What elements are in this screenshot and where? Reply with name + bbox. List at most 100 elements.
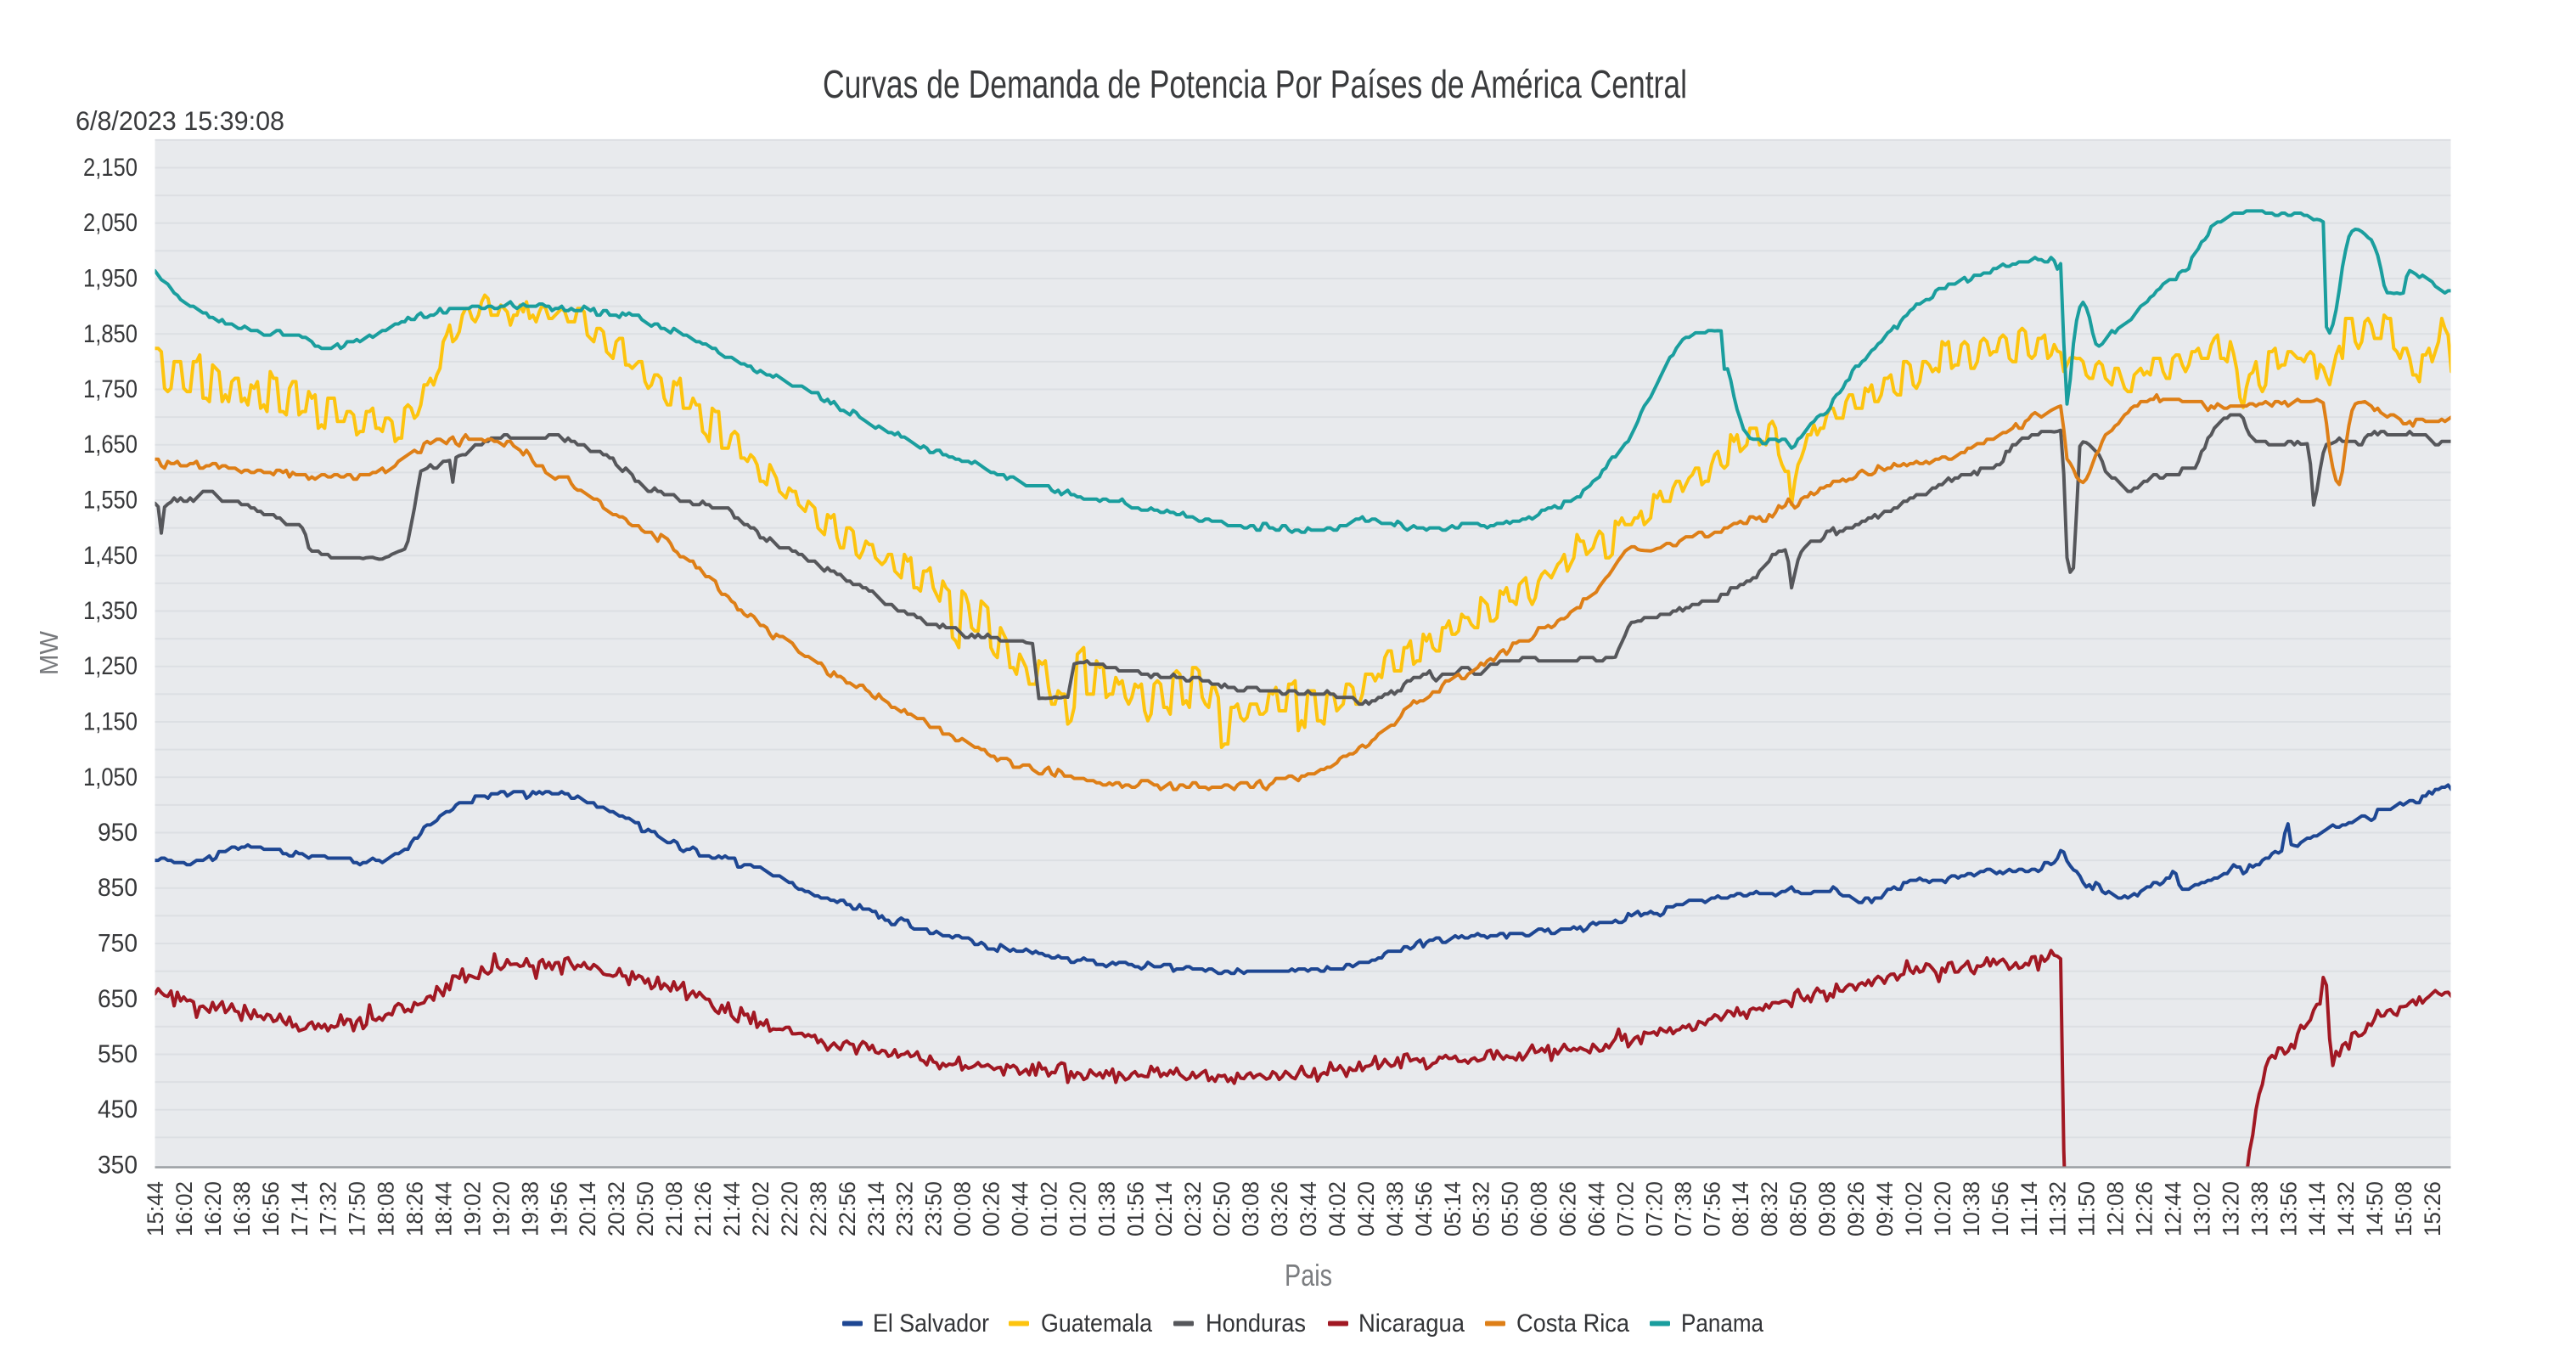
svg-text:10:56: 10:56	[1988, 1181, 2013, 1236]
svg-text:04:02: 04:02	[1325, 1181, 1350, 1236]
svg-text:01:38: 01:38	[1094, 1181, 1119, 1236]
svg-text:23:50: 23:50	[921, 1181, 947, 1236]
svg-text:00:26: 00:26	[979, 1181, 1004, 1236]
svg-text:19:20: 19:20	[488, 1181, 514, 1236]
svg-text:Pais: Pais	[1285, 1258, 1332, 1293]
svg-text:21:44: 21:44	[719, 1181, 745, 1236]
svg-text:2,150: 2,150	[83, 154, 138, 182]
svg-text:Curvas de Demanda de Potencia: Curvas de Demanda de Potencia Por Países…	[823, 62, 1687, 106]
svg-text:13:38: 13:38	[2247, 1181, 2272, 1236]
svg-text:22:38: 22:38	[806, 1181, 831, 1236]
svg-text:El Salvador: El Salvador	[873, 1309, 989, 1338]
svg-text:19:56: 19:56	[546, 1181, 571, 1236]
svg-text:15:44: 15:44	[143, 1181, 168, 1236]
svg-text:06:44: 06:44	[1584, 1181, 1610, 1236]
svg-text:11:50: 11:50	[2074, 1181, 2100, 1236]
svg-text:16:20: 16:20	[200, 1181, 226, 1236]
svg-text:02:32: 02:32	[1180, 1181, 1206, 1236]
svg-text:01:56: 01:56	[1122, 1181, 1148, 1236]
svg-text:11:14: 11:14	[2016, 1181, 2042, 1236]
svg-text:850: 850	[98, 874, 138, 902]
svg-text:07:02: 07:02	[1613, 1181, 1639, 1236]
svg-text:Honduras: Honduras	[1206, 1309, 1306, 1338]
svg-text:19:38: 19:38	[517, 1181, 543, 1236]
svg-text:Panama: Panama	[1681, 1309, 1763, 1338]
svg-text:18:08: 18:08	[374, 1181, 399, 1236]
svg-text:07:38: 07:38	[1670, 1181, 1696, 1236]
svg-text:6/8/2023 15:39:08: 6/8/2023 15:39:08	[76, 105, 284, 136]
svg-text:09:44: 09:44	[1872, 1181, 1898, 1236]
svg-text:17:32: 17:32	[316, 1181, 341, 1236]
svg-text:23:32: 23:32	[892, 1181, 918, 1236]
svg-text:14:50: 14:50	[2362, 1181, 2388, 1236]
svg-text:2,050: 2,050	[83, 209, 138, 237]
svg-text:350: 350	[98, 1152, 138, 1180]
svg-text:12:08: 12:08	[2103, 1181, 2129, 1236]
svg-text:03:08: 03:08	[1238, 1181, 1263, 1236]
svg-text:03:44: 03:44	[1296, 1181, 1321, 1236]
svg-text:1,850: 1,850	[83, 320, 138, 348]
svg-text:10:02: 10:02	[1901, 1181, 1926, 1236]
svg-text:07:20: 07:20	[1641, 1181, 1667, 1236]
svg-text:18:44: 18:44	[431, 1181, 457, 1236]
svg-text:20:14: 20:14	[575, 1181, 600, 1236]
svg-text:05:14: 05:14	[1440, 1181, 1465, 1236]
svg-text:14:32: 14:32	[2333, 1181, 2359, 1236]
svg-text:05:50: 05:50	[1498, 1181, 1523, 1236]
svg-text:10:20: 10:20	[1930, 1181, 1955, 1236]
svg-text:1,650: 1,650	[83, 431, 138, 459]
svg-text:21:08: 21:08	[661, 1181, 687, 1236]
svg-text:12:26: 12:26	[2132, 1181, 2157, 1236]
svg-text:05:32: 05:32	[1469, 1181, 1494, 1236]
svg-text:950: 950	[98, 819, 138, 847]
svg-text:MW: MW	[34, 630, 64, 675]
svg-text:06:26: 06:26	[1555, 1181, 1581, 1236]
svg-text:16:38: 16:38	[229, 1181, 255, 1236]
svg-text:17:14: 17:14	[287, 1181, 312, 1236]
svg-text:1,450: 1,450	[83, 542, 138, 570]
svg-text:04:20: 04:20	[1353, 1181, 1379, 1236]
svg-text:20:32: 20:32	[604, 1181, 629, 1236]
svg-text:04:56: 04:56	[1411, 1181, 1437, 1236]
svg-text:18:26: 18:26	[402, 1181, 428, 1236]
svg-text:650: 650	[98, 985, 138, 1013]
svg-text:07:56: 07:56	[1699, 1181, 1724, 1236]
svg-text:1,050: 1,050	[83, 763, 138, 791]
svg-text:1,250: 1,250	[83, 652, 138, 680]
svg-text:15:08: 15:08	[2391, 1181, 2416, 1236]
svg-text:16:02: 16:02	[172, 1181, 197, 1236]
svg-text:22:56: 22:56	[835, 1181, 860, 1236]
svg-text:Costa Rica: Costa Rica	[1516, 1309, 1629, 1338]
svg-text:19:02: 19:02	[460, 1181, 486, 1236]
svg-text:15:26: 15:26	[2420, 1181, 2445, 1236]
svg-text:06:08: 06:08	[1527, 1181, 1552, 1236]
svg-text:23:14: 23:14	[863, 1181, 889, 1236]
svg-text:03:26: 03:26	[1267, 1181, 1292, 1236]
svg-text:1,750: 1,750	[83, 375, 138, 403]
svg-text:1,550: 1,550	[83, 487, 138, 515]
svg-text:01:02: 01:02	[1037, 1181, 1062, 1236]
svg-text:750: 750	[98, 930, 138, 958]
svg-text:1,950: 1,950	[83, 265, 138, 293]
svg-text:01:20: 01:20	[1065, 1181, 1090, 1236]
svg-text:Guatemala: Guatemala	[1041, 1309, 1152, 1338]
svg-text:09:08: 09:08	[1814, 1181, 1840, 1236]
svg-text:13:20: 13:20	[2218, 1181, 2243, 1236]
svg-text:14:14: 14:14	[2304, 1181, 2330, 1236]
svg-text:20:50: 20:50	[633, 1181, 658, 1236]
svg-text:Nicaragua: Nicaragua	[1358, 1309, 1465, 1338]
svg-text:00:44: 00:44	[1008, 1181, 1033, 1236]
svg-text:22:02: 22:02	[748, 1181, 773, 1236]
svg-text:450: 450	[98, 1095, 138, 1124]
svg-text:08:50: 08:50	[1786, 1181, 1811, 1236]
svg-text:22:20: 22:20	[777, 1181, 802, 1236]
svg-text:10:38: 10:38	[1959, 1181, 1984, 1236]
svg-text:13:56: 13:56	[2275, 1181, 2301, 1236]
svg-text:17:50: 17:50	[345, 1181, 370, 1236]
svg-text:11:32: 11:32	[2045, 1181, 2071, 1236]
svg-text:09:26: 09:26	[1843, 1181, 1869, 1236]
svg-text:02:14: 02:14	[1151, 1181, 1177, 1236]
svg-text:12:44: 12:44	[2161, 1181, 2186, 1236]
svg-text:02:50: 02:50	[1209, 1181, 1235, 1236]
svg-text:08:14: 08:14	[1728, 1181, 1753, 1236]
